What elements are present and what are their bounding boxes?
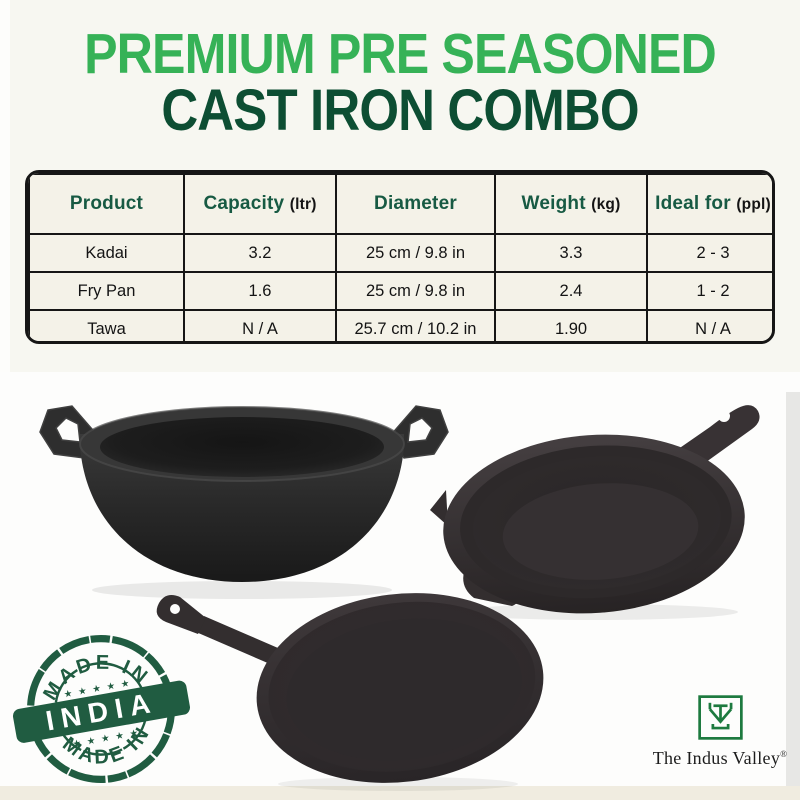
kadai-image [28,390,460,602]
header-diameter: Diameter [335,173,496,235]
spec-table-wrap: Product Capacity (ltr) Diameter Weight (… [25,170,775,344]
cell-kadai-capacity: 3.2 [183,233,337,273]
cell-kadai-diameter: 25 cm / 9.8 in [335,233,496,273]
cell-tawa-capacity: N / A [183,309,337,341]
spec-table: Product Capacity (ltr) Diameter Weight (… [28,173,772,341]
row-tawa: Tawa N / A 25.7 cm / 10.2 in 1.90 N / A [28,309,772,341]
brand-name: The Indus Valley® [652,748,788,768]
brand-logo: The Indus Valley® [630,694,800,769]
cell-kadai-weight: 3.3 [494,233,648,273]
cell-tawa-ideal: N / A [646,309,772,341]
tawa-image [148,586,580,796]
tawa-handle-hole [170,604,180,614]
row-fry-pan: Fry Pan 1.6 25 cm / 9.8 in 2.4 1 - 2 [28,271,772,311]
tawa-handle-paddle [156,595,206,634]
bottom-edge-strip [0,786,800,800]
header-product: Product [28,173,185,235]
fry-pan-handle-hole [718,410,730,422]
made-in-india-stamp: MADE IN ★ ★ ★ ★ ★ INDIA ★ ★ ★ ★ ★ MADE I… [12,635,190,783]
kadai-illustration [39,405,449,599]
cell-tawa-product: Tawa [28,309,185,341]
cell-frypan-diameter: 25 cm / 9.8 in [335,271,496,311]
tawa-handle [196,616,278,664]
title-line-2: CAST IRON COMBO [161,78,639,143]
fry-pan-image [428,392,800,624]
cell-tawa-weight: 1.90 [494,309,648,341]
header-capacity: Capacity (ltr) [183,173,337,235]
fry-pan-spout [430,490,448,526]
header-weight: Weight (kg) [494,173,648,235]
cell-tawa-diameter: 25.7 cm / 10.2 in [335,309,496,341]
row-kadai: Kadai 3.2 25 cm / 9.8 in 3.3 2 - 3 [28,233,772,273]
cell-frypan-capacity: 1.6 [183,271,337,311]
registered-mark: ® [780,749,788,759]
fry-pan-illustration [430,405,760,620]
made-in-india-badge: MADE IN ★ ★ ★ ★ ★ INDIA ★ ★ ★ ★ ★ MADE I… [12,629,190,789]
tawa-illustration [156,593,544,791]
cell-kadai-product: Kadai [28,233,185,273]
cell-frypan-product: Fry Pan [28,271,185,311]
cell-frypan-ideal: 1 - 2 [646,271,772,311]
indus-valley-logo-icon [697,694,744,741]
header-ideal-for: Ideal for (ppl) [646,173,772,235]
photo-right-edge [786,392,800,786]
spec-table-header-row: Product Capacity (ltr) Diameter Weight (… [28,173,772,235]
cell-kadai-ideal: 2 - 3 [646,233,772,273]
cell-frypan-weight: 2.4 [494,271,648,311]
title-line-1: PREMIUM PRE SEASONED [84,22,717,86]
